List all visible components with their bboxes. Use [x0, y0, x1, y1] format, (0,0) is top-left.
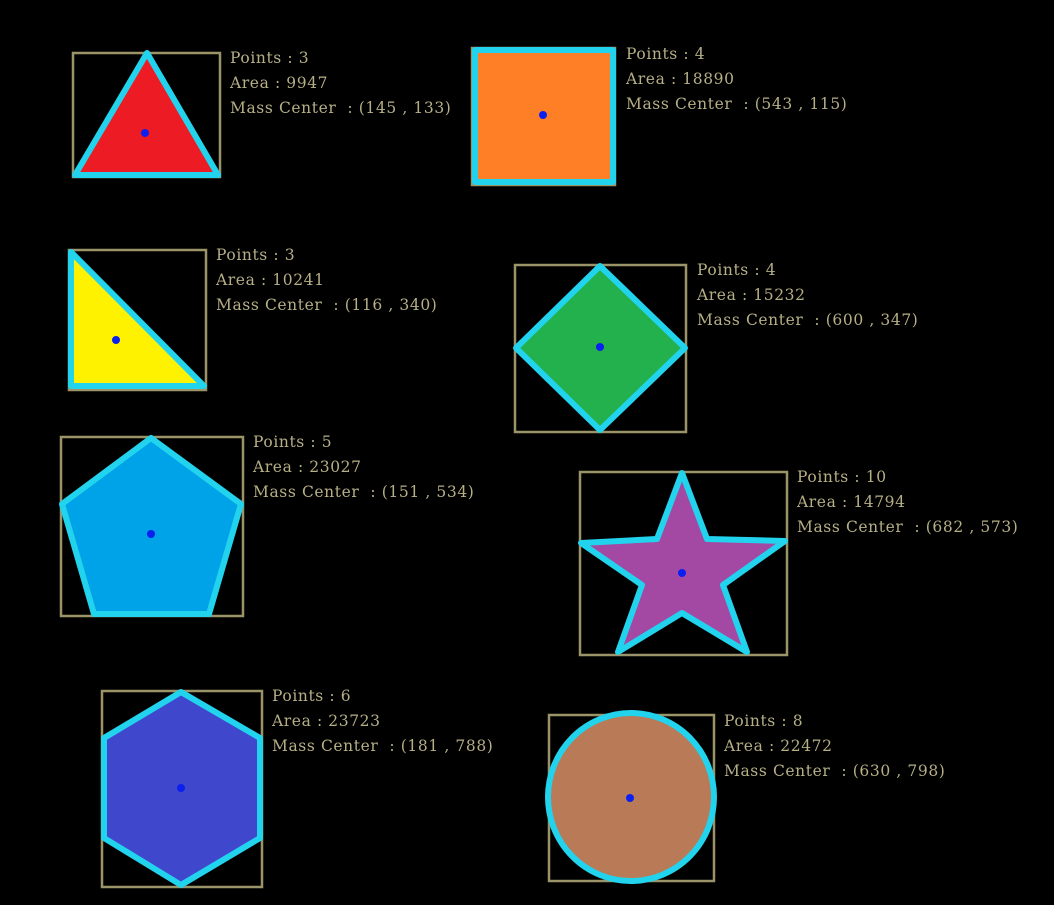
- star-mass-center-dot: [678, 569, 686, 577]
- hexagon-mass-center-dot: [177, 784, 185, 792]
- square-points-label: Points : 4: [626, 45, 705, 63]
- diamond-mass-center-label: Mass Center : (600 , 347): [697, 311, 918, 329]
- diamond-area-label: Area : 15232: [696, 286, 806, 304]
- triangle-area-label: Area : 9947: [229, 74, 328, 92]
- triangle-polygon: [72, 50, 221, 178]
- hexagon-points-label: Points : 6: [272, 687, 351, 705]
- shape-hexagon: Points : 6 Area : 23723 Mass Center : (1…: [100, 687, 493, 889]
- triangle-mass-center-dot: [141, 129, 149, 137]
- right-triangle-mass-center-label: Mass Center : (116 , 340): [216, 296, 437, 314]
- diamond-mass-center-dot: [596, 343, 604, 351]
- shape-square: Points : 4 Area : 18890 Mass Center : (5…: [470, 45, 847, 187]
- pentagon-mass-center-label: Mass Center : (151 , 534): [253, 483, 474, 501]
- circle-mass-center-label: Mass Center : (630 , 798): [724, 762, 945, 780]
- hexagon-mass-center-label: Mass Center : (181 , 788): [272, 737, 493, 755]
- square-mass-center-label: Mass Center : (543 , 115): [626, 95, 847, 113]
- shape-triangle: Points : 3 Area : 9947 Mass Center : (14…: [71, 49, 451, 179]
- diamond-points-label: Points : 4: [697, 261, 776, 279]
- pentagon-polygon: [59, 435, 244, 617]
- triangle-mass-center-label: Mass Center : (145 , 133): [230, 99, 451, 117]
- pentagon-area-label: Area : 23027: [252, 458, 362, 476]
- shape-pentagon: Points : 5 Area : 23027 Mass Center : (1…: [59, 433, 474, 618]
- pentagon-points-label: Points : 5: [253, 433, 332, 451]
- hexagon-area-label: Area : 23723: [271, 712, 381, 730]
- circle-area-label: Area : 22472: [723, 737, 833, 755]
- right-triangle-mass-center-dot: [112, 336, 120, 344]
- pentagon-mass-center-dot: [147, 530, 155, 538]
- square-mass-center-dot: [539, 111, 547, 119]
- circle-mass-center-dot: [626, 794, 634, 802]
- shape-diamond: Points : 4 Area : 15232 Mass Center : (6…: [513, 261, 918, 434]
- right-triangle-area-label: Area : 10241: [215, 271, 325, 289]
- shape-right-triangle: Points : 3 Area : 10241 Mass Center : (1…: [67, 246, 437, 392]
- shape-circle: Points : 8 Area : 22472 Mass Center : (6…: [545, 710, 945, 884]
- square-area-label: Area : 18890: [625, 70, 735, 88]
- circle-points-label: Points : 8: [724, 712, 803, 730]
- right-triangle-points-label: Points : 3: [216, 246, 295, 264]
- star-points-label: Points : 10: [797, 468, 887, 486]
- triangle-points-label: Points : 3: [230, 49, 309, 67]
- star-mass-center-label: Mass Center : (682 , 573): [797, 518, 1018, 536]
- right-triangle-polygon: [68, 249, 207, 389]
- star-polygon: [578, 470, 788, 655]
- star-area-label: Area : 14794: [796, 493, 906, 511]
- shape-star: Points : 10 Area : 14794 Mass Center : (…: [578, 468, 1018, 657]
